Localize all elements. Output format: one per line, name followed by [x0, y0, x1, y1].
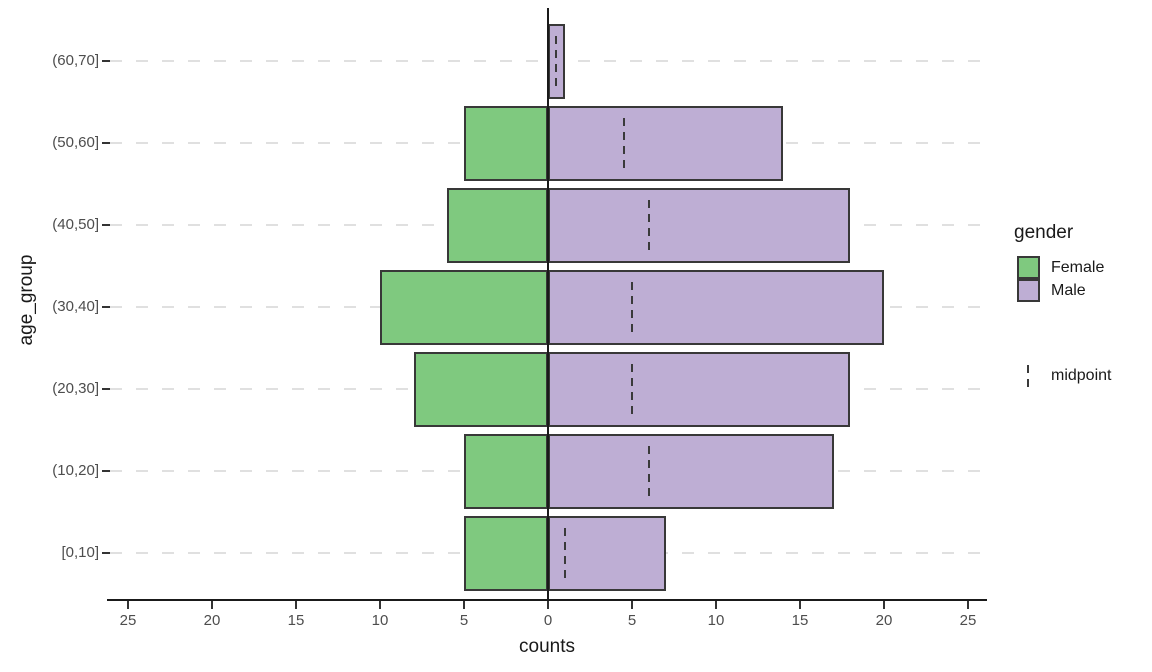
y-axis-label: (40,50] [52, 216, 99, 233]
legend-item-midpoint: midpoint [1014, 364, 1150, 387]
x-axis-title: counts [519, 636, 575, 657]
midpoint-marker-3 [631, 282, 633, 332]
y-axis-label: (50,60] [52, 134, 99, 151]
bar-male-4 [548, 351, 851, 427]
female-key-column [1014, 256, 1051, 279]
midpoint-dashed-line-icon [1027, 364, 1029, 387]
x-axis-tick-label: 10 [371, 612, 389, 629]
y-axis-label: (20,30] [52, 380, 99, 397]
legend-label-female: Female [1051, 258, 1105, 276]
midpoint-key-column [1014, 364, 1051, 387]
midpoint-marker-6 [563, 528, 566, 578]
midpoint-marker-0 [555, 36, 558, 86]
x-axis-tick [127, 601, 129, 609]
bar-female-2 [447, 187, 548, 263]
x-axis-tick-label: 25 [959, 612, 977, 629]
x-axis-tick [715, 601, 717, 609]
x-axis-tick-label: 10 [707, 612, 725, 629]
y-axis-label: (60,70] [52, 52, 99, 69]
midpoint-marker-4 [631, 364, 633, 414]
x-axis-tick [295, 601, 297, 609]
y-axis-tick [102, 470, 110, 472]
bar-male-1 [548, 105, 784, 181]
y-axis-tick [102, 142, 110, 144]
x-axis-tick-label: 20 [875, 612, 893, 629]
x-axis-tick [463, 601, 465, 609]
bar-male-6 [548, 515, 666, 591]
midpoint-marker-5 [647, 446, 650, 496]
x-axis-tick [379, 601, 381, 609]
bar-female-5 [464, 433, 548, 509]
bar-female-4 [413, 351, 548, 427]
male-swatch [1017, 279, 1040, 302]
x-axis-line [107, 599, 987, 601]
x-axis-tick-label: 25 [119, 612, 137, 629]
legend-item-female: Female [1014, 256, 1150, 279]
x-axis-tick [883, 601, 885, 609]
female-swatch [1017, 256, 1040, 279]
y-axis-tick [102, 60, 110, 62]
midpoint-marker-2 [647, 200, 650, 250]
bar-male-2 [548, 187, 851, 263]
legend-title-gender: gender [1014, 222, 1074, 243]
bar-male-3 [548, 269, 884, 345]
x-axis-tick [211, 601, 213, 609]
y-axis-tick [102, 306, 110, 308]
legend-item-male: Male [1014, 279, 1150, 302]
bar-female-6 [464, 515, 548, 591]
x-axis-tick-label: 15 [791, 612, 809, 629]
bar-female-1 [464, 105, 548, 181]
legend-label-midpoint: midpoint [1051, 366, 1112, 384]
x-axis-tick [967, 601, 969, 609]
bar-female-3 [380, 269, 548, 345]
y-axis-tick [102, 552, 110, 554]
x-axis-tick [799, 601, 801, 609]
x-axis-tick [547, 601, 549, 609]
y-axis-label: (30,40] [52, 298, 99, 315]
x-axis-tick-label: 15 [287, 612, 305, 629]
y-axis-label: [0,10] [61, 544, 99, 561]
y-axis-tick [102, 388, 110, 390]
legend: gender Female Male midpoint [1014, 222, 1150, 387]
legend-label-male: Male [1051, 281, 1086, 299]
bar-male-5 [548, 433, 834, 509]
x-axis-tick-label: 20 [203, 612, 221, 629]
y-axis-label: (10,20] [52, 462, 99, 479]
midpoint-marker-1 [622, 118, 625, 168]
y-axis-tick [102, 224, 110, 226]
x-axis-tick [631, 601, 633, 609]
x-axis-tick-label: 5 [627, 612, 637, 629]
x-axis-tick-label: 0 [543, 612, 553, 629]
male-key-column [1014, 279, 1051, 302]
x-axis-tick-label: 5 [459, 612, 469, 629]
zero-line [547, 8, 549, 601]
